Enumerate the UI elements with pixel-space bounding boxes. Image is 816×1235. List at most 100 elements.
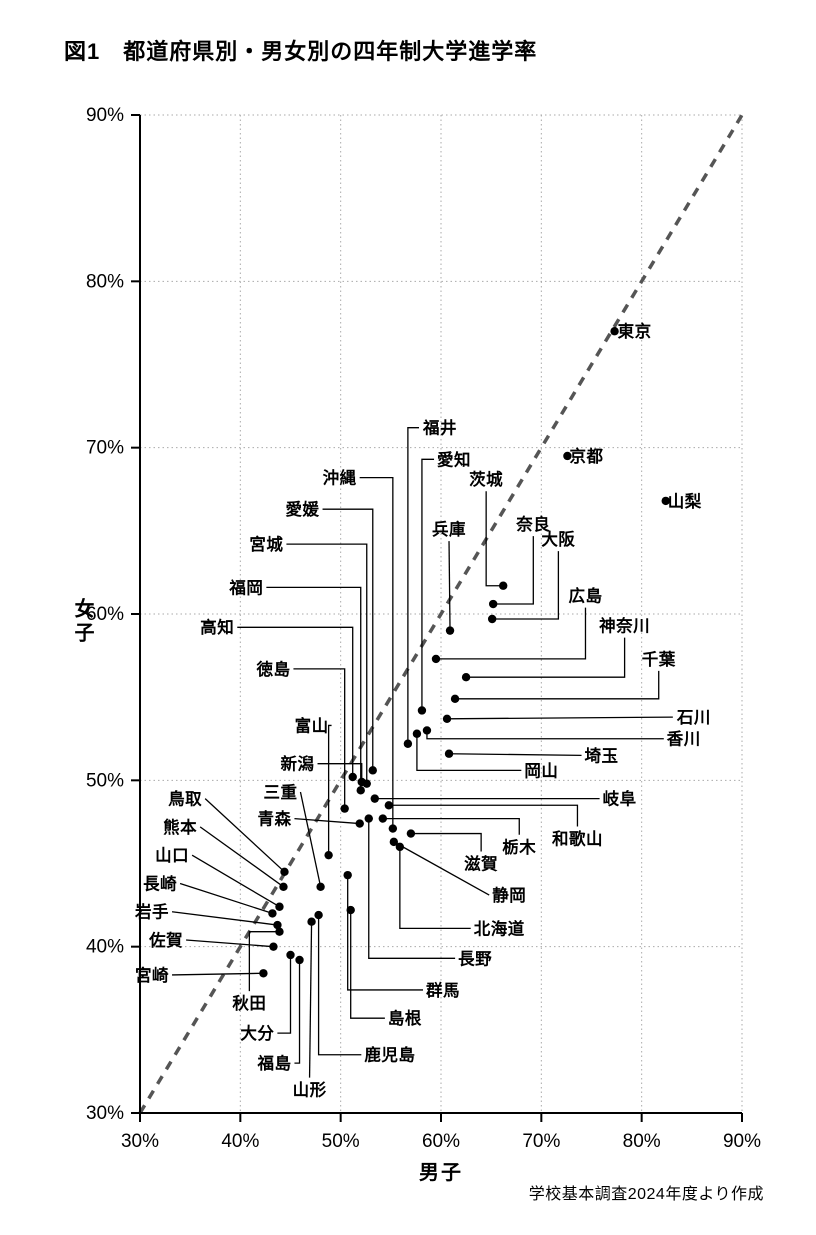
pref-label: 大阪 (541, 529, 575, 549)
x-axis-title: 男子 (419, 1162, 463, 1184)
data-point (403, 739, 413, 748)
data-point (445, 626, 455, 635)
x-tick-label: 70% (522, 1131, 560, 1152)
pref-label: 兵庫 (432, 519, 466, 539)
data-point (295, 955, 304, 965)
leader-line (493, 536, 534, 605)
data-point (279, 882, 288, 891)
leader-line (347, 875, 424, 991)
leader-line (293, 668, 346, 809)
data-point (431, 654, 441, 664)
data-point (348, 772, 357, 782)
pref-label: 広島 (568, 586, 602, 606)
data-point (378, 814, 388, 823)
leader-line (448, 541, 451, 631)
leader-line (179, 882, 273, 915)
pref-label: 三重 (263, 782, 297, 802)
leader-line (322, 508, 374, 771)
data-point (450, 694, 460, 704)
leader-line (393, 841, 490, 896)
pref-label: 東京 (618, 321, 652, 341)
pref-label: 茨城 (469, 469, 503, 489)
pref-label: 愛知 (437, 449, 471, 469)
data-point (280, 867, 289, 877)
pref-label: 大分 (240, 1023, 274, 1043)
pref-label: 群馬 (426, 980, 460, 1000)
leader-line (426, 730, 664, 740)
y-tick-label: 60% (86, 604, 124, 625)
pref-label: 鹿児島 (364, 1045, 415, 1065)
data-point (422, 726, 432, 735)
pref-label: 長崎 (143, 873, 177, 893)
x-tick-label: 30% (121, 1131, 159, 1152)
data-point (343, 870, 352, 880)
data-point (356, 786, 365, 795)
leader-line (410, 832, 482, 852)
leader-line (466, 637, 626, 678)
data-point (316, 882, 325, 891)
pref-label: 徳島 (255, 659, 290, 679)
pref-label: 静岡 (492, 885, 526, 905)
pref-label: 富山 (295, 715, 329, 735)
pref-label: 香川 (667, 730, 701, 749)
data-point (307, 917, 316, 926)
pref-label: 新潟 (281, 754, 315, 774)
figure-title: 図1 都道府県別・男女別の四年制大学進学率 (64, 39, 538, 64)
source-note: 学校基本調査2024年度より作成 (528, 1186, 764, 1203)
leader-line (399, 846, 471, 930)
leader-line (382, 817, 520, 835)
pref-label: 栃木 (502, 837, 536, 857)
leader-line (455, 670, 660, 700)
data-point (563, 451, 572, 461)
data-point (346, 905, 355, 915)
data-point (362, 779, 371, 788)
x-tick-label: 50% (322, 1131, 360, 1152)
leader-line (317, 915, 362, 1056)
pref-label: 福岡 (228, 577, 263, 597)
grid-layer (138, 114, 744, 1114)
pref-label: 長野 (458, 949, 492, 968)
pref-label: 滋賀 (464, 853, 498, 873)
leader-line (447, 716, 673, 720)
y-tick-label: 50% (86, 770, 124, 791)
data-point (417, 706, 427, 715)
leader-line (286, 543, 368, 784)
data-point (370, 794, 379, 803)
pref-label: 岩手 (134, 902, 169, 922)
data-point (444, 749, 454, 758)
pref-label: 沖縄 (323, 468, 357, 488)
leader-line (449, 753, 582, 757)
leader-line (172, 972, 264, 976)
leader-line (350, 910, 385, 1019)
pref-label: 石川 (676, 709, 711, 727)
data-point (269, 942, 278, 951)
leader-line (485, 491, 504, 587)
pref-label: 宮崎 (135, 965, 169, 985)
pref-label: 岐阜 (603, 789, 637, 809)
data-point (340, 804, 349, 813)
data-point (389, 837, 399, 847)
label-layer: 東京京都山梨茨城奈良大阪兵庫広島神奈川千葉愛知石川香川岡山福井埼玉愛媛高知新潟宮… (134, 321, 711, 1099)
pref-label: 岡山 (524, 761, 558, 780)
leader-line (191, 854, 280, 908)
data-point (487, 614, 497, 624)
data-point (488, 599, 498, 609)
data-point (461, 673, 471, 682)
leader-line (416, 733, 522, 772)
data-point (324, 850, 333, 860)
data-point (406, 829, 416, 838)
pref-label: 千葉 (642, 649, 676, 669)
data-point (259, 969, 268, 978)
leader-line (266, 586, 362, 791)
pref-label: 高知 (200, 617, 234, 637)
data-point (273, 920, 282, 930)
leader-line (492, 551, 560, 620)
pref-label: 和歌山 (552, 828, 603, 848)
pref-label: 鳥取 (168, 789, 202, 809)
x-tick-label: 60% (422, 1131, 460, 1152)
leader-line (435, 607, 587, 660)
y-tick-label: 90% (86, 105, 124, 126)
leader-line (407, 427, 419, 744)
